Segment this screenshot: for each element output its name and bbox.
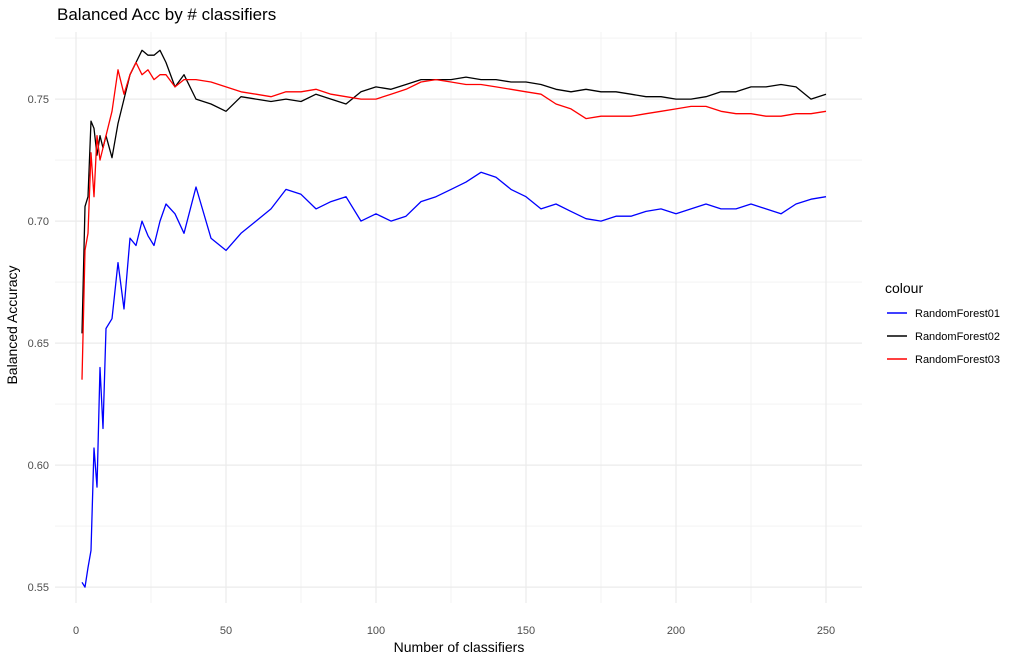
x-tick-label: 0 — [73, 625, 79, 637]
series-line-randomforest01 — [81, 171, 827, 588]
grid — [55, 32, 862, 603]
x-tick-label: 200 — [667, 625, 685, 637]
legend: colour RandomForest01RandomForest02Rando… — [885, 280, 1000, 366]
legend-label: RandomForest01 — [915, 308, 1000, 320]
legend-title: colour — [885, 280, 923, 296]
y-tick-label: 0.65 — [28, 338, 49, 350]
y-tick-label: 0.70 — [28, 216, 49, 228]
x-tick-label: 100 — [367, 625, 385, 637]
legend-label: RandomForest03 — [915, 354, 1000, 366]
x-tick-label: 250 — [817, 625, 835, 637]
series-lines — [81, 49, 827, 588]
x-axis: 0 50 100 150 200 250 — [73, 625, 835, 637]
series-line-randomforest03 — [81, 61, 827, 380]
y-axis-label: Balanced Accuracy — [4, 265, 20, 384]
y-tick-label: 0.75 — [28, 94, 49, 106]
x-tick-label: 50 — [220, 625, 232, 637]
x-tick-label: 150 — [517, 625, 535, 637]
chart-title: Balanced Acc by # classifiers — [57, 5, 276, 24]
y-tick-label: 0.55 — [28, 582, 49, 594]
legend-items: RandomForest01 RandomForest02 RandomForest… — [887, 308, 1000, 366]
y-axis: 0.55 0.60 0.65 0.70 0.75 — [28, 94, 49, 594]
legend-label: RandomForest02 — [915, 331, 1000, 343]
y-tick-label: 0.60 — [28, 460, 49, 472]
x-axis-label: Number of classifiers — [394, 639, 525, 655]
